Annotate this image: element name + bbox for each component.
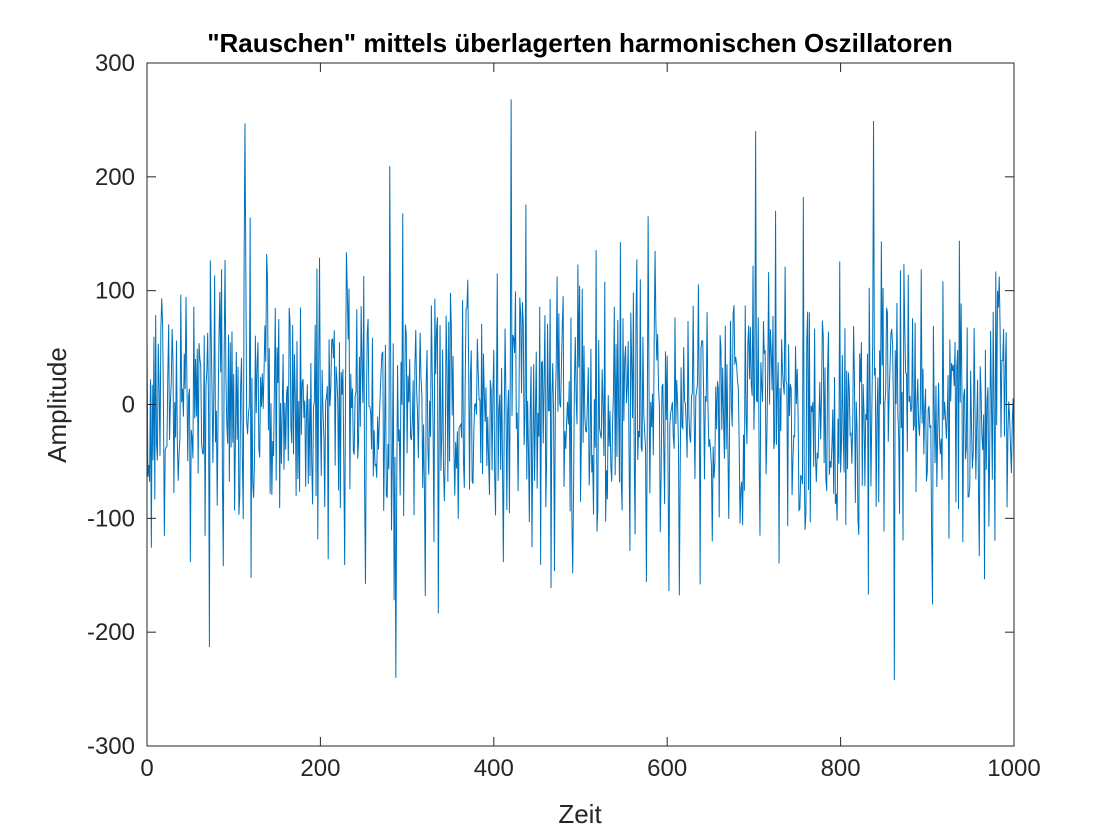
- y-tick-label: -200: [87, 619, 135, 646]
- y-tick-label: 100: [95, 278, 135, 305]
- x-tick-label: 1000: [987, 755, 1040, 782]
- x-tick-label: 400: [474, 755, 514, 782]
- x-tick-label: 600: [647, 755, 687, 782]
- y-tick-label: -100: [87, 505, 135, 532]
- x-axis-label: Zeit: [558, 799, 602, 829]
- y-tick-label: 0: [122, 392, 135, 419]
- series-layer: [146, 99, 1015, 680]
- y-tick-label: 300: [95, 50, 135, 77]
- x-tick-label: 800: [821, 755, 861, 782]
- x-tick-label: 200: [300, 755, 340, 782]
- y-tick-label: -300: [87, 733, 135, 760]
- y-axis-label: Amplitude: [42, 347, 72, 463]
- ticks-layer: 0 200 400 600 800 1000 -300 -200 -100 0 100 200 300: [87, 50, 1041, 782]
- noise-series-line: [146, 99, 1015, 680]
- x-tick-label: 0: [140, 755, 153, 782]
- chart-title: "Rauschen" mittels überlagerten harmonis…: [207, 28, 953, 58]
- y-tick-label: 200: [95, 164, 135, 191]
